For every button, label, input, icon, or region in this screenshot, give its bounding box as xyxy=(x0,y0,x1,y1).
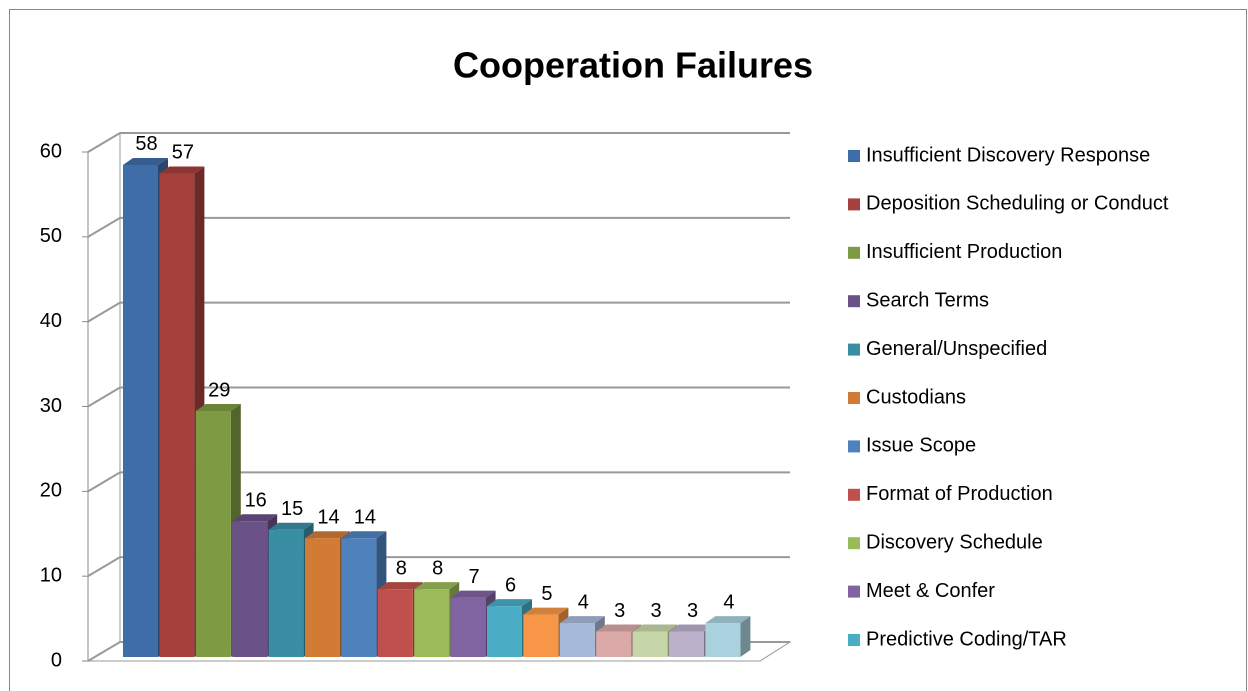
legend-label: Meet & Confer xyxy=(866,580,995,602)
bar xyxy=(669,631,704,657)
bar xyxy=(377,589,413,657)
y-tick-label: 60 xyxy=(40,140,62,162)
legend-swatch xyxy=(848,634,860,646)
bar xyxy=(414,589,450,657)
data-label: 3 xyxy=(687,600,698,622)
data-label: 15 xyxy=(281,498,303,520)
bar xyxy=(232,521,268,657)
bar-top xyxy=(414,582,460,590)
y-tick-label: 20 xyxy=(40,480,62,502)
grid-line xyxy=(87,216,790,238)
data-label: 8 xyxy=(432,557,443,579)
data-label: 14 xyxy=(317,507,339,529)
data-label: 4 xyxy=(723,591,734,613)
data-label: 3 xyxy=(614,600,625,622)
bar-side xyxy=(740,616,751,657)
legend-label: Issue Scope xyxy=(866,435,976,457)
legend-swatch xyxy=(848,392,860,404)
bar-top xyxy=(268,522,314,530)
bar xyxy=(341,538,377,657)
data-label: 7 xyxy=(469,566,480,588)
grid-line xyxy=(87,132,790,153)
legend-label: Discovery Schedule xyxy=(866,531,1043,553)
data-label: 57 xyxy=(172,142,194,164)
chart-title: Cooperation Failures xyxy=(453,45,813,86)
bar xyxy=(159,173,195,657)
bar-top xyxy=(705,616,751,624)
bar xyxy=(523,614,559,657)
bar xyxy=(450,597,486,657)
y-tick-label: 30 xyxy=(40,395,62,417)
bar-top xyxy=(305,531,350,539)
data-label: 3 xyxy=(651,600,662,622)
bar xyxy=(268,529,304,657)
data-label: 29 xyxy=(208,379,230,401)
bar-top xyxy=(523,607,569,615)
data-label: 4 xyxy=(578,591,589,613)
bar xyxy=(596,631,632,657)
bar xyxy=(123,164,158,657)
bar-top xyxy=(377,582,423,590)
legend-label: Insufficient Production xyxy=(866,241,1062,263)
data-label: 14 xyxy=(354,507,376,529)
legend-label: General/Unspecified xyxy=(866,338,1047,360)
legend-label: Deposition Scheduling or Conduct xyxy=(866,193,1169,215)
bar-top xyxy=(123,157,168,165)
data-label: 8 xyxy=(396,557,407,579)
legend-swatch xyxy=(848,343,860,356)
bar-top xyxy=(341,531,387,539)
bar-top xyxy=(159,166,205,174)
grid-line xyxy=(87,556,790,578)
y-tick-label: 50 xyxy=(40,225,62,247)
grid-line xyxy=(87,471,790,493)
bar-top xyxy=(559,616,605,624)
bar xyxy=(487,606,522,657)
legend-swatch xyxy=(848,198,860,211)
bar xyxy=(559,623,595,657)
y-tick-label: 40 xyxy=(40,310,62,332)
legend-swatch xyxy=(848,537,860,550)
grid-line xyxy=(87,386,790,408)
data-label: 58 xyxy=(135,133,157,155)
legend-label: Insufficient Discovery Response xyxy=(866,144,1150,166)
legend-swatch xyxy=(848,295,860,308)
bar-top xyxy=(632,624,678,632)
legend-swatch xyxy=(848,440,860,453)
bar-top xyxy=(450,590,496,598)
legend-label: Custodians xyxy=(866,386,966,408)
data-label: 5 xyxy=(541,583,552,605)
grid-line xyxy=(87,301,790,323)
bar-top xyxy=(487,599,532,607)
data-label: 6 xyxy=(505,574,516,596)
bar xyxy=(195,410,231,657)
data-label: 16 xyxy=(245,490,267,512)
bar-top xyxy=(669,624,714,632)
y-tick-label: 0 xyxy=(51,649,62,671)
y-tick-label: 10 xyxy=(40,564,62,586)
legend-swatch xyxy=(848,488,860,501)
bar-top xyxy=(195,403,241,411)
bar-top xyxy=(596,624,642,632)
bar xyxy=(305,538,340,657)
bar xyxy=(632,631,668,657)
legend-swatch xyxy=(848,246,860,259)
bar-top xyxy=(232,514,278,522)
legend-swatch xyxy=(848,585,860,598)
legend-label: Search Terms xyxy=(866,289,989,311)
legend-label: Predictive Coding/TAR xyxy=(866,628,1067,650)
bar xyxy=(705,623,741,657)
legend-label: Format of Production xyxy=(866,483,1053,505)
legend-swatch xyxy=(848,150,860,162)
